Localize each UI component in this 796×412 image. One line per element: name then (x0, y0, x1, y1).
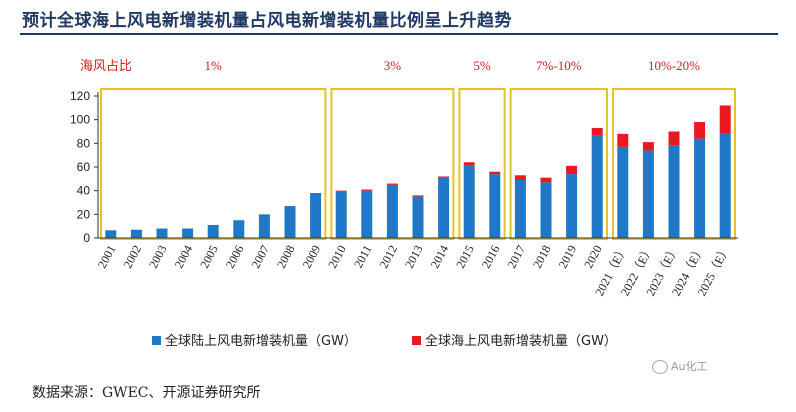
legend-swatch-offshore (412, 336, 421, 345)
bar-offshore (412, 195, 424, 197)
bar-offshore (335, 190, 347, 192)
bar-onshore (489, 174, 501, 238)
bar-onshore (105, 230, 117, 238)
share-box (612, 88, 736, 240)
share-boxes (100, 88, 736, 240)
x-tick-label: 2016 (479, 243, 503, 271)
bar-offshore (642, 142, 654, 151)
y-tick-label: 40 (77, 184, 91, 198)
y-tick-label: 80 (77, 136, 91, 150)
chart-title: 预计全球海上风电新增装机量占风电新增装机量比例呈上升趋势 (22, 11, 512, 31)
bar-offshore (591, 127, 603, 136)
title-underline (20, 33, 778, 35)
x-tick-label: 2018 (530, 243, 554, 271)
y-tick-label: 0 (83, 231, 90, 245)
share-label: 3% (384, 58, 402, 73)
bar-onshore (156, 228, 168, 238)
share-label: 5% (473, 58, 491, 73)
x-tick-label: 2002 (120, 243, 144, 271)
bar-onshore (694, 138, 706, 238)
x-tick-label: 2013 (402, 243, 426, 271)
bar-offshore (694, 122, 706, 139)
bar-onshore (642, 150, 654, 238)
share-box (458, 88, 506, 240)
x-tick-label: 2003 (146, 243, 170, 271)
x-tick-label: 2010 (325, 243, 349, 271)
bar-onshore (412, 196, 424, 238)
share-annotation-title: 海风占比 (80, 59, 132, 74)
bar-onshore (207, 224, 219, 238)
x-tick-label: 2007 (248, 243, 272, 271)
bar-onshore (335, 191, 347, 238)
bar-onshore (463, 165, 475, 238)
bar-onshore (617, 146, 629, 238)
bar-onshore (591, 135, 603, 238)
bar-offshore (386, 183, 398, 185)
x-tick-label: 2019 (556, 243, 580, 271)
x-tick-label: 2011 (351, 243, 374, 270)
y-tick-label: 100 (70, 113, 90, 127)
bar-offshore (617, 133, 629, 147)
bar-onshore (130, 229, 142, 238)
share-box (100, 88, 327, 240)
share-box (330, 88, 455, 240)
bar-onshore (284, 206, 296, 238)
bar-onshore (719, 133, 731, 238)
bar-offshore (668, 131, 680, 146)
bar-offshore (719, 105, 731, 134)
x-tick-label: 2009 (300, 243, 324, 271)
bar-onshore (566, 174, 578, 238)
legend-label-onshore: 全球陆上风电新增装机量（GW） (165, 333, 357, 349)
bar-offshore (566, 165, 578, 175)
bar-offshore (489, 171, 501, 175)
x-tick-label: 2008 (274, 243, 298, 271)
x-tick-label: 2020 (581, 243, 605, 271)
x-tick-label: 2004 (172, 243, 196, 271)
wechat-logo-icon (652, 360, 668, 374)
bars (105, 105, 731, 238)
x-tick-label: 2001 (95, 243, 119, 271)
bar-offshore (540, 177, 552, 183)
share-label: 7%-10% (536, 58, 582, 73)
watermark: Au化工 (652, 358, 708, 374)
x-axis: 2001 2002 2003 2004 2005 2006 2007 2008 2009 2010… (95, 237, 738, 298)
bar-onshore (668, 145, 680, 238)
bar-offshore (514, 175, 526, 181)
y-axis: 0 20 40 60 80 100 120 (70, 89, 99, 245)
bar-onshore (386, 184, 398, 238)
bar-onshore (438, 177, 450, 238)
y-tick-label: 60 (77, 160, 91, 174)
legend-label-offshore: 全球海上风电新增装机量（GW） (425, 333, 617, 349)
y-tick-label: 120 (70, 89, 90, 103)
x-tick-label: 2017 (504, 243, 528, 271)
bar-onshore (361, 190, 373, 238)
bar-onshore (233, 220, 245, 238)
x-tick-label: 2006 (223, 243, 247, 271)
watermark-text: Au化工 (671, 360, 708, 373)
bar-onshore (258, 214, 270, 238)
bar-onshore (310, 193, 322, 238)
y-tick-label: 20 (77, 207, 91, 221)
source-note: 数据来源：GWEC、开源证券研究所 (32, 385, 261, 401)
legend-swatch-onshore (152, 336, 161, 345)
share-box (509, 88, 609, 240)
x-tick-label: 2014 (428, 243, 452, 271)
bar-onshore (540, 182, 552, 238)
x-tick-label: 2012 (376, 243, 400, 271)
legend: 全球陆上风电新增装机量（GW） 全球海上风电新增装机量（GW） (152, 333, 617, 349)
x-tick-label: 2015 (453, 243, 477, 271)
bar-offshore (463, 162, 475, 166)
share-label: 10%-20% (648, 58, 700, 73)
bar-onshore (182, 228, 194, 238)
share-annotations: 1% 3% 5% 7%-10% 10%-20% 海风占比 (80, 58, 700, 74)
share-label: 1% (205, 58, 223, 73)
bar-offshore (438, 176, 450, 178)
x-tick-label: 2005 (197, 243, 221, 271)
bar-offshore (361, 189, 373, 191)
bar-onshore (514, 180, 526, 238)
